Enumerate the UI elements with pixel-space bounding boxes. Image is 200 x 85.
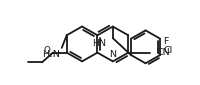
Text: O: O: [43, 46, 50, 55]
Text: HN: HN: [91, 39, 105, 48]
Text: H₂N: H₂N: [42, 50, 60, 59]
Text: F: F: [162, 37, 168, 46]
Text: N: N: [109, 50, 116, 59]
Text: CN: CN: [156, 48, 170, 57]
Text: Cl: Cl: [162, 46, 171, 55]
